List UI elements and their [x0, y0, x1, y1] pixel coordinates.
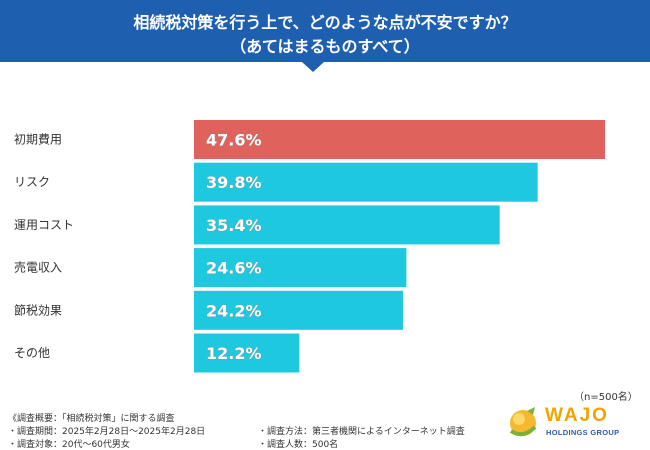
logo-mark-icon [509, 407, 537, 437]
category-label: 運用コスト [14, 218, 74, 232]
chart-header: 相続税対策を行う上で、どのような点が不安ですか？ （あてはまるものすべて） [0, 0, 650, 62]
value-label: 35.4% [206, 216, 262, 235]
category-label: リスク [14, 175, 50, 189]
category-label: 節税効果 [14, 302, 62, 317]
bar-5 [194, 290, 403, 330]
chart-title: 相続税対策を行う上で、どのような点が不安ですか？ [133, 13, 517, 32]
bar-4 [194, 248, 407, 288]
survey-method: ・調査方法：第三者機関によるインターネット調査 [258, 427, 465, 437]
category-label: 売電収入 [14, 260, 62, 275]
value-label: 12.2% [206, 344, 262, 363]
survey-period: ・調査期間：2025年2月28日～2025年2月28日 [8, 427, 206, 437]
bar-2 [194, 162, 538, 202]
value-label: 39.8% [206, 173, 262, 192]
company-logo: WAJO HOLDINGS GROUP [505, 403, 635, 443]
sample-size: （n=500名） [574, 392, 638, 403]
survey-target: ・調査対象：20代～60代男女 [8, 440, 130, 450]
survey-count: ・調査人数：500名 [258, 440, 339, 450]
value-label: 24.2% [206, 301, 262, 320]
category-label: 初期費用 [14, 132, 62, 147]
category-label: その他 [14, 346, 50, 360]
survey-overview: 《調査概要：「相続税対策」に関する調査 [8, 414, 175, 424]
bar-3 [194, 205, 500, 245]
logo-name: WAJO [545, 405, 609, 426]
bar-6 [194, 333, 300, 373]
header-pointer [302, 62, 324, 72]
value-label: 24.6% [206, 259, 262, 278]
value-label: 47.6% [206, 131, 262, 150]
logo-subtitle: HOLDINGS GROUP [546, 428, 620, 437]
chart-subtitle: （あてはまるものすべて） [230, 37, 420, 56]
bar-1 [194, 120, 605, 159]
